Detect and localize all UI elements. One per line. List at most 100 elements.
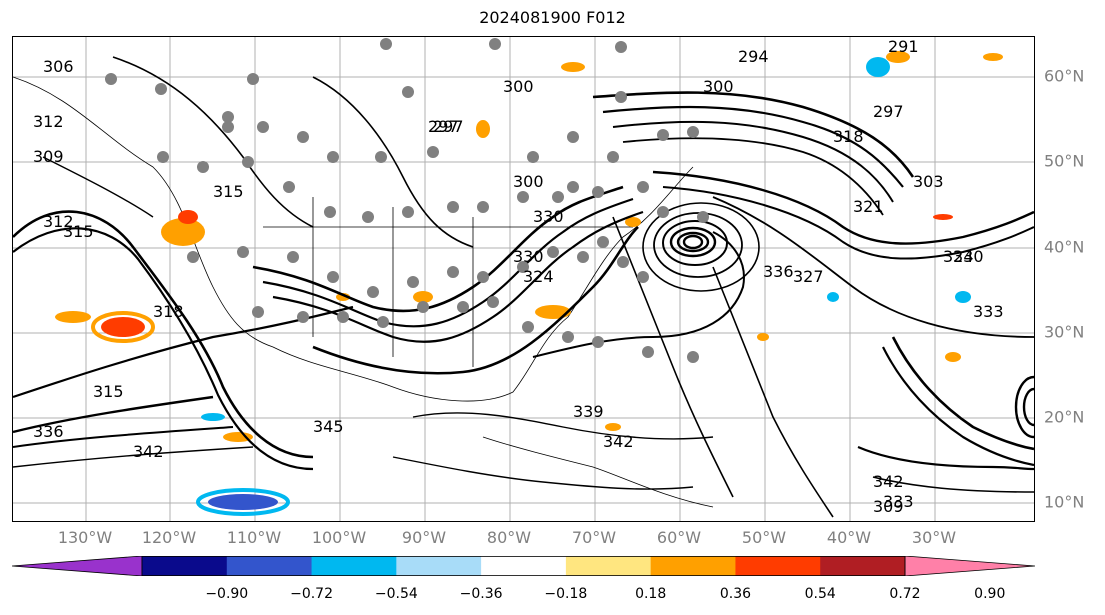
colorbar xyxy=(12,556,1035,576)
lon-label: 30°W xyxy=(911,528,957,547)
station-marker xyxy=(375,151,387,163)
station-marker xyxy=(105,73,117,85)
contour-label: 300 xyxy=(703,77,734,96)
colorbar-tick-label: 0.72 xyxy=(889,586,921,602)
station-marker xyxy=(657,206,669,218)
contour-label: 300 xyxy=(513,172,544,191)
contour-label: 297 xyxy=(873,102,904,121)
station-marker xyxy=(489,38,501,50)
lon-label: 50°W xyxy=(741,528,787,547)
station-marker xyxy=(380,38,392,50)
contour-label: 306 xyxy=(43,57,74,76)
station-marker xyxy=(552,191,564,203)
contour-label: 315 xyxy=(63,222,94,241)
contour-label: 300 xyxy=(503,77,534,96)
station-marker xyxy=(615,41,627,53)
lat-label: 20°N xyxy=(1044,407,1085,427)
contour-label: 333 xyxy=(883,492,914,511)
colorbar-segment xyxy=(650,556,736,576)
station-marker xyxy=(187,251,199,263)
station-marker xyxy=(517,261,529,273)
colorbar-tick-label: 0.18 xyxy=(635,586,667,602)
station-markers xyxy=(105,38,709,363)
colorbar-segment xyxy=(565,556,652,576)
colorbar-low-extend xyxy=(12,556,143,576)
station-marker xyxy=(287,251,299,263)
station-marker xyxy=(447,266,459,278)
contour-label: 324 xyxy=(943,247,974,266)
colorbar-segment xyxy=(735,556,821,576)
station-marker xyxy=(607,151,619,163)
colorbar-tick-label: −0.72 xyxy=(290,586,333,602)
station-marker xyxy=(222,111,234,123)
lat-label: 40°N xyxy=(1044,237,1085,257)
colorbar-tick-label: −0.36 xyxy=(459,586,503,602)
contour-label: 342 xyxy=(873,472,904,491)
lat-label: 50°N xyxy=(1044,151,1085,171)
colorbar-tick-label: −0.54 xyxy=(374,586,418,602)
contour-label: 336 xyxy=(763,262,794,281)
contour-label: 312 xyxy=(43,212,74,231)
lat-label: 10°N xyxy=(1044,492,1085,512)
contour-label: 333 xyxy=(973,302,1004,321)
contour-label: 294 xyxy=(738,47,769,66)
theta-contours xyxy=(13,56,1034,518)
colorbar-segment xyxy=(396,556,482,576)
station-marker xyxy=(242,156,254,168)
station-marker xyxy=(417,301,429,313)
station-marker xyxy=(522,321,534,333)
station-marker xyxy=(402,86,414,98)
contour-label: 339 xyxy=(573,402,604,421)
lat-label: 60°N xyxy=(1044,66,1085,86)
colorbar-tick-label: −0.18 xyxy=(544,586,588,602)
contour-label: 327 xyxy=(793,267,824,286)
station-marker xyxy=(592,186,604,198)
contour-label: 330 xyxy=(513,247,544,266)
contour-label: 318 xyxy=(153,302,184,321)
lat-label: 30°N xyxy=(1044,322,1085,342)
station-marker xyxy=(155,83,167,95)
station-marker xyxy=(642,346,654,358)
station-marker xyxy=(427,146,439,158)
contour-label: 345 xyxy=(313,417,344,436)
lon-label: 130°W xyxy=(57,528,113,547)
station-marker xyxy=(567,131,579,143)
station-marker xyxy=(615,91,627,103)
station-marker xyxy=(257,121,269,133)
station-marker xyxy=(324,206,336,218)
station-marker xyxy=(477,201,489,213)
station-marker xyxy=(687,351,699,363)
station-marker xyxy=(577,251,589,263)
lon-label: 90°W xyxy=(401,528,447,547)
contour-label: 297 xyxy=(428,117,459,136)
station-marker xyxy=(327,271,339,283)
station-marker xyxy=(597,236,609,248)
contour-label: 315 xyxy=(213,182,244,201)
lon-label: 110°W xyxy=(226,528,282,547)
station-marker xyxy=(157,151,169,163)
lon-label: 120°W xyxy=(141,528,197,547)
colorbar-segment xyxy=(820,556,906,576)
contour-label: 315 xyxy=(93,382,124,401)
map-panel: 294 300 300 297 291 297 303 306 309 312 315 318 321 3… xyxy=(12,36,1035,522)
station-marker xyxy=(447,201,459,213)
contour-label: 342 xyxy=(133,442,164,461)
contour-label: 291 xyxy=(888,37,919,56)
contour-label: 312 xyxy=(33,112,64,131)
station-marker xyxy=(283,181,295,193)
station-marker xyxy=(297,131,309,143)
station-marker xyxy=(367,286,379,298)
contour-label: 330 xyxy=(953,247,984,266)
station-marker xyxy=(297,311,309,323)
station-marker xyxy=(617,256,629,268)
lon-label: 80°W xyxy=(486,528,532,547)
contour-label: 318 xyxy=(833,127,864,146)
colorbar-tick-label: 0.54 xyxy=(804,586,836,602)
station-marker xyxy=(657,129,669,141)
lon-label: 100°W xyxy=(311,528,367,547)
contour-label: 336 xyxy=(33,422,64,441)
station-marker xyxy=(377,316,389,328)
station-marker xyxy=(637,181,649,193)
